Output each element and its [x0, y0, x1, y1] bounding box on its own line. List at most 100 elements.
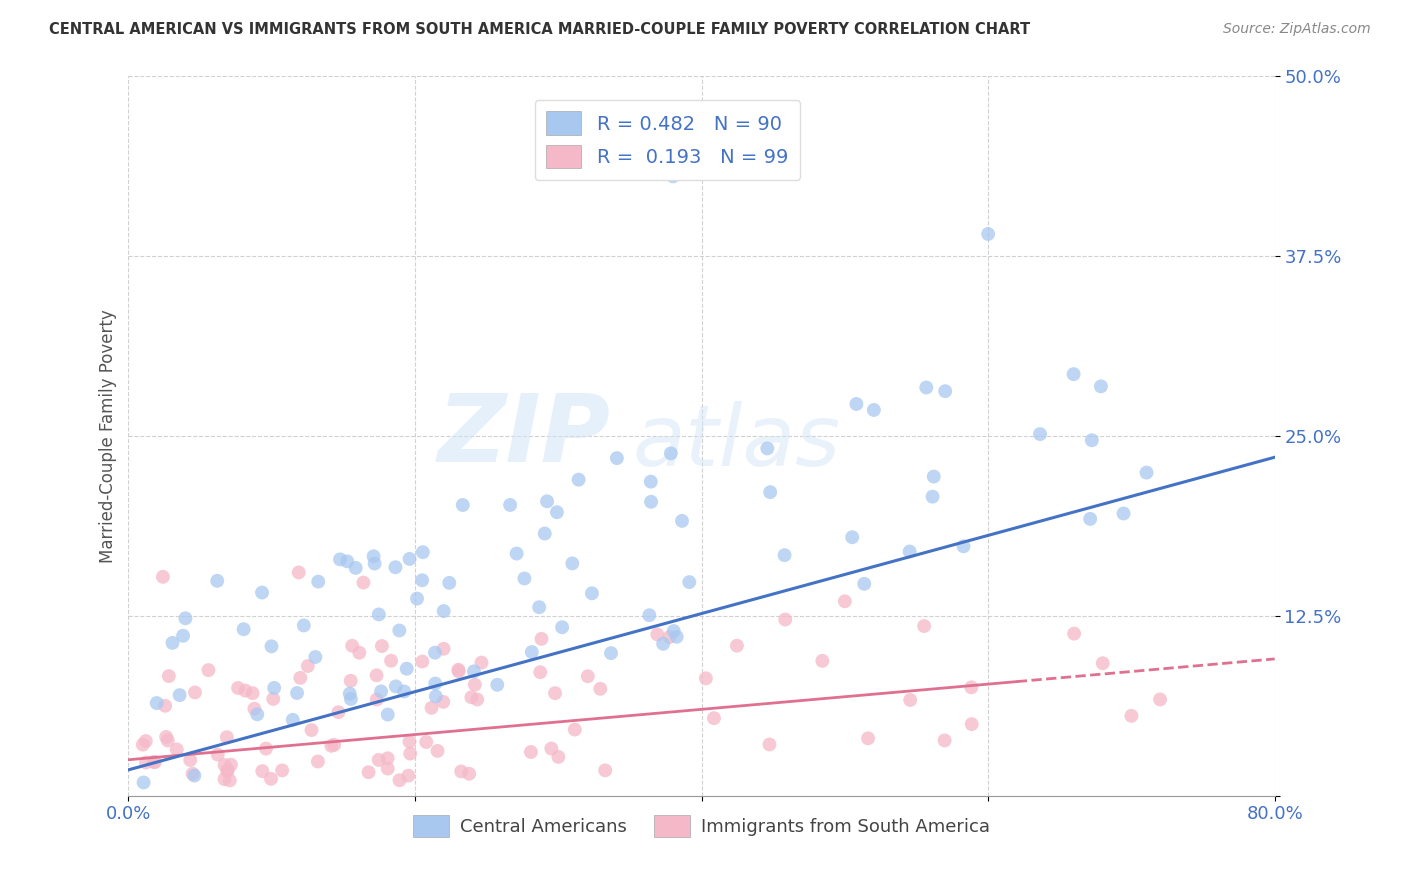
Point [172, 629, 194, 643]
Point [263, 681, 285, 695]
Point [960, 717, 983, 731]
Point [250, 585, 273, 599]
Point [339, 673, 361, 688]
Point [287, 566, 309, 580]
Point [142, 755, 165, 769]
Point [652, 637, 675, 651]
Point [841, 530, 863, 544]
Point [853, 576, 876, 591]
Point [1078, 512, 1101, 526]
Point [352, 575, 374, 590]
Point [447, 663, 470, 677]
Point [271, 764, 294, 778]
Point [464, 678, 486, 692]
Point [363, 549, 385, 564]
Point [581, 586, 603, 600]
Point [423, 646, 446, 660]
Point [307, 755, 329, 769]
Point [396, 769, 419, 783]
Point [385, 679, 408, 693]
Point [759, 485, 782, 500]
Text: CENTRAL AMERICAN VS IMMIGRANTS FROM SOUTH AMERICA MARRIED-COUPLE FAMILY POVERTY : CENTRAL AMERICAN VS IMMIGRANTS FROM SOUT… [49, 22, 1031, 37]
Point [143, 755, 166, 769]
Point [235, 683, 257, 698]
Point [246, 707, 269, 722]
Point [671, 514, 693, 528]
Point [834, 594, 856, 608]
Point [640, 475, 662, 489]
Point [845, 397, 868, 411]
Point [380, 654, 402, 668]
Point [243, 702, 266, 716]
Point [260, 640, 283, 654]
Point [561, 557, 583, 571]
Point [1090, 379, 1112, 393]
Point [219, 757, 242, 772]
Point [695, 671, 717, 685]
Point [254, 741, 277, 756]
Point [505, 547, 527, 561]
Point [342, 639, 364, 653]
Point [411, 655, 433, 669]
Point [388, 624, 411, 638]
Point [678, 575, 700, 590]
Point [551, 620, 574, 634]
Point [977, 227, 1000, 241]
Point [328, 705, 350, 719]
Point [217, 764, 239, 779]
Point [377, 707, 399, 722]
Point [242, 686, 264, 700]
Point [898, 693, 921, 707]
Point [529, 665, 551, 680]
Point [370, 684, 392, 698]
Point [1063, 626, 1085, 640]
Point [447, 665, 470, 679]
Point [960, 681, 983, 695]
Point [135, 756, 157, 770]
Point [756, 442, 779, 456]
Point [412, 545, 434, 559]
Point [773, 548, 796, 562]
Point [1149, 692, 1171, 706]
Point [758, 738, 780, 752]
Point [384, 560, 406, 574]
Point [589, 681, 612, 696]
Point [662, 624, 685, 638]
Point [439, 575, 461, 590]
Point [339, 687, 361, 701]
Point [214, 772, 236, 786]
Point [600, 646, 623, 660]
Point [450, 764, 472, 779]
Point [252, 764, 274, 778]
Point [366, 668, 388, 682]
Point [392, 684, 415, 698]
Point [458, 766, 481, 780]
Point [451, 498, 474, 512]
Point [1112, 507, 1135, 521]
Point [568, 473, 591, 487]
Point [260, 772, 283, 786]
Point [301, 723, 323, 737]
Point [1029, 427, 1052, 442]
Point [703, 711, 725, 725]
Point [645, 627, 668, 641]
Point [659, 446, 682, 460]
Point [349, 646, 371, 660]
Point [153, 698, 176, 713]
Point [1121, 709, 1143, 723]
Point [152, 570, 174, 584]
Point [432, 695, 454, 709]
Point [292, 618, 315, 632]
Point [811, 654, 834, 668]
Point [415, 735, 437, 749]
Point [425, 676, 447, 690]
Point [921, 490, 943, 504]
Point [658, 630, 681, 644]
Point [366, 692, 388, 706]
Point [367, 753, 389, 767]
Point [398, 552, 420, 566]
Legend: R = 0.482   N = 90, R =  0.193   N = 99: R = 0.482 N = 90, R = 0.193 N = 99 [534, 100, 800, 180]
Point [465, 692, 488, 706]
Point [863, 403, 886, 417]
Point [232, 622, 254, 636]
